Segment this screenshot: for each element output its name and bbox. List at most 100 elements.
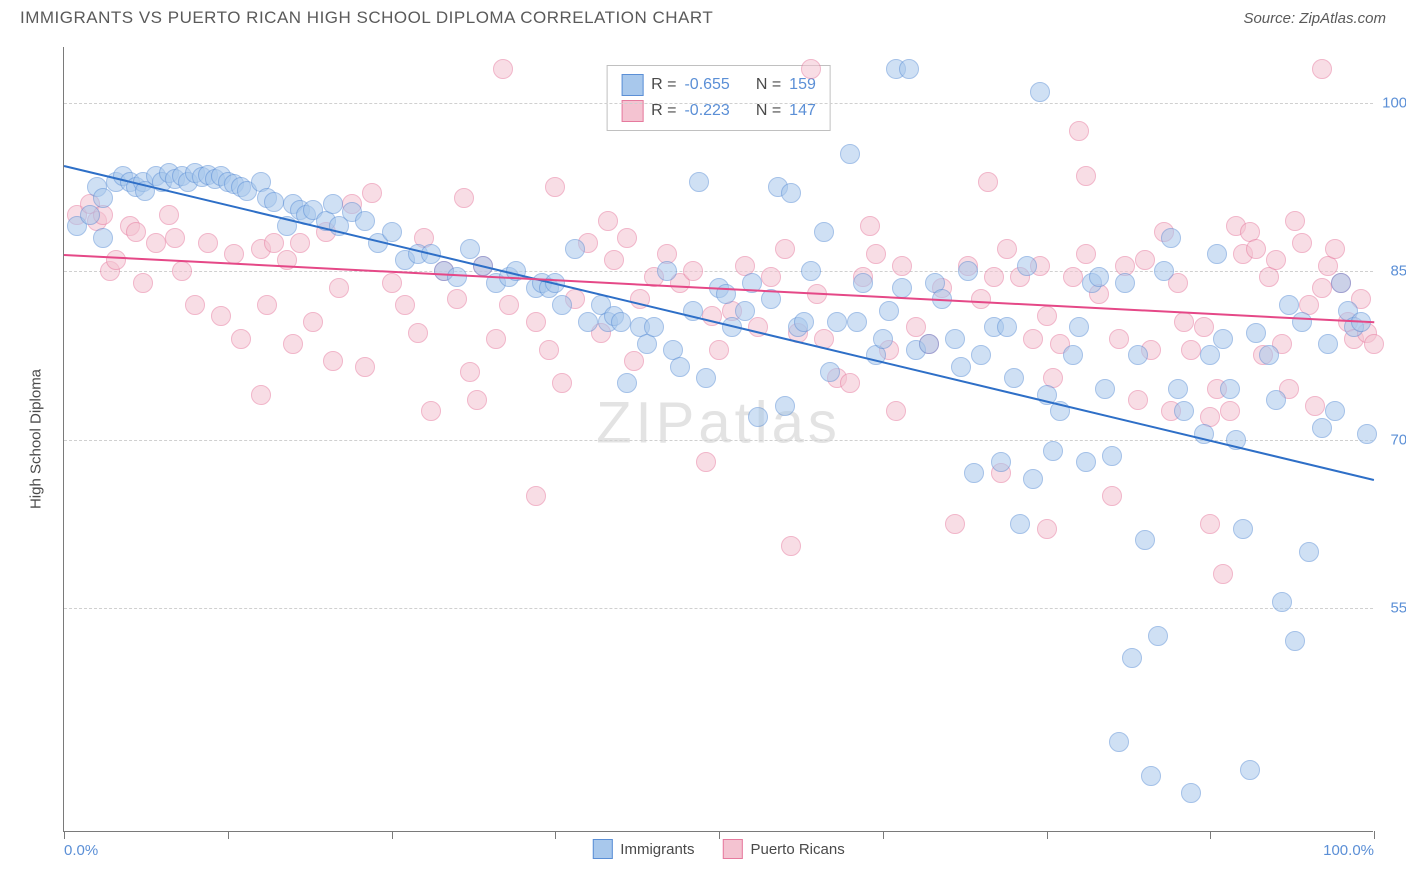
data-point bbox=[1285, 211, 1305, 231]
data-point bbox=[251, 385, 271, 405]
data-point bbox=[93, 228, 113, 248]
data-point bbox=[919, 334, 939, 354]
data-point bbox=[906, 317, 926, 337]
data-point bbox=[820, 362, 840, 382]
stats-legend: R = -0.655 N = 159 R = -0.223 N = 147 bbox=[606, 65, 831, 131]
data-point bbox=[126, 222, 146, 242]
data-point bbox=[696, 452, 716, 472]
data-point bbox=[1312, 59, 1332, 79]
data-point bbox=[781, 183, 801, 203]
data-point bbox=[1063, 267, 1083, 287]
data-point bbox=[1266, 250, 1286, 270]
data-point bbox=[1174, 401, 1194, 421]
data-point bbox=[1325, 239, 1345, 259]
data-point bbox=[1292, 233, 1312, 253]
data-point bbox=[709, 340, 729, 360]
series-legend: Immigrants Puerto Ricans bbox=[592, 839, 844, 859]
data-point bbox=[886, 401, 906, 421]
data-point bbox=[362, 183, 382, 203]
data-point bbox=[866, 244, 886, 264]
data-point bbox=[1109, 732, 1129, 752]
chart-title: IMMIGRANTS VS PUERTO RICAN HIGH SCHOOL D… bbox=[20, 8, 713, 28]
watermark: ZIPatlas bbox=[596, 390, 841, 457]
data-point bbox=[879, 301, 899, 321]
data-point bbox=[604, 250, 624, 270]
plot-area: ZIPatlas High School Diploma R = -0.655 … bbox=[63, 47, 1373, 832]
data-point bbox=[1141, 766, 1161, 786]
data-point bbox=[303, 312, 323, 332]
data-point bbox=[323, 351, 343, 371]
data-point bbox=[964, 463, 984, 483]
x-tick bbox=[1210, 831, 1211, 839]
series-swatch-immigrants bbox=[592, 839, 612, 859]
data-point bbox=[1063, 345, 1083, 365]
data-point bbox=[945, 514, 965, 534]
series-item-puertoricans: Puerto Ricans bbox=[722, 839, 844, 859]
data-point bbox=[683, 261, 703, 281]
data-point bbox=[93, 188, 113, 208]
data-point bbox=[526, 312, 546, 332]
data-point bbox=[873, 329, 893, 349]
data-point bbox=[1357, 424, 1377, 444]
data-point bbox=[106, 250, 126, 270]
data-point bbox=[355, 357, 375, 377]
data-point bbox=[1285, 631, 1305, 651]
data-point bbox=[565, 239, 585, 259]
data-point bbox=[958, 261, 978, 281]
data-point bbox=[735, 301, 755, 321]
data-point bbox=[984, 267, 1004, 287]
data-point bbox=[748, 407, 768, 427]
r-label: R = bbox=[651, 102, 676, 120]
n-value-puertoricans: 147 bbox=[789, 102, 816, 120]
series-item-immigrants: Immigrants bbox=[592, 839, 694, 859]
data-point bbox=[1246, 323, 1266, 343]
data-point bbox=[1325, 401, 1345, 421]
data-point bbox=[1292, 312, 1312, 332]
data-point bbox=[1246, 239, 1266, 259]
y-tick-label: 85.0% bbox=[1390, 263, 1406, 280]
data-point bbox=[355, 211, 375, 231]
data-point bbox=[1102, 446, 1122, 466]
legend-row-immigrants: R = -0.655 N = 159 bbox=[621, 72, 816, 98]
data-point bbox=[801, 261, 821, 281]
data-point bbox=[460, 239, 480, 259]
data-point bbox=[1076, 166, 1096, 186]
data-point bbox=[1168, 379, 1188, 399]
data-point bbox=[1213, 564, 1233, 584]
data-point bbox=[165, 228, 185, 248]
data-point bbox=[1109, 329, 1129, 349]
data-point bbox=[552, 373, 572, 393]
data-point bbox=[617, 228, 637, 248]
data-point bbox=[1069, 121, 1089, 141]
data-point bbox=[467, 390, 487, 410]
series-swatch-puertoricans bbox=[722, 839, 742, 859]
data-point bbox=[1181, 783, 1201, 803]
y-tick-label: 70.0% bbox=[1390, 431, 1406, 448]
x-tick bbox=[719, 831, 720, 839]
data-point bbox=[1004, 368, 1024, 388]
data-point bbox=[761, 267, 781, 287]
data-point bbox=[211, 306, 231, 326]
data-point bbox=[1331, 273, 1351, 293]
data-point bbox=[1010, 514, 1030, 534]
data-point bbox=[290, 233, 310, 253]
data-point bbox=[1220, 379, 1240, 399]
data-point bbox=[545, 177, 565, 197]
data-point bbox=[1115, 273, 1135, 293]
data-point bbox=[421, 401, 441, 421]
data-point bbox=[578, 312, 598, 332]
data-point bbox=[499, 295, 519, 315]
data-point bbox=[1023, 469, 1043, 489]
data-point bbox=[1364, 334, 1384, 354]
gridline-h bbox=[64, 608, 1373, 609]
x-tick-label: 0.0% bbox=[64, 842, 98, 859]
data-point bbox=[382, 222, 402, 242]
data-point bbox=[899, 59, 919, 79]
data-point bbox=[1174, 312, 1194, 332]
chart-header: IMMIGRANTS VS PUERTO RICAN HIGH SCHOOL D… bbox=[0, 0, 1406, 32]
data-point bbox=[1259, 345, 1279, 365]
data-point bbox=[644, 317, 664, 337]
data-point bbox=[971, 345, 991, 365]
data-point bbox=[847, 312, 867, 332]
data-point bbox=[1312, 418, 1332, 438]
